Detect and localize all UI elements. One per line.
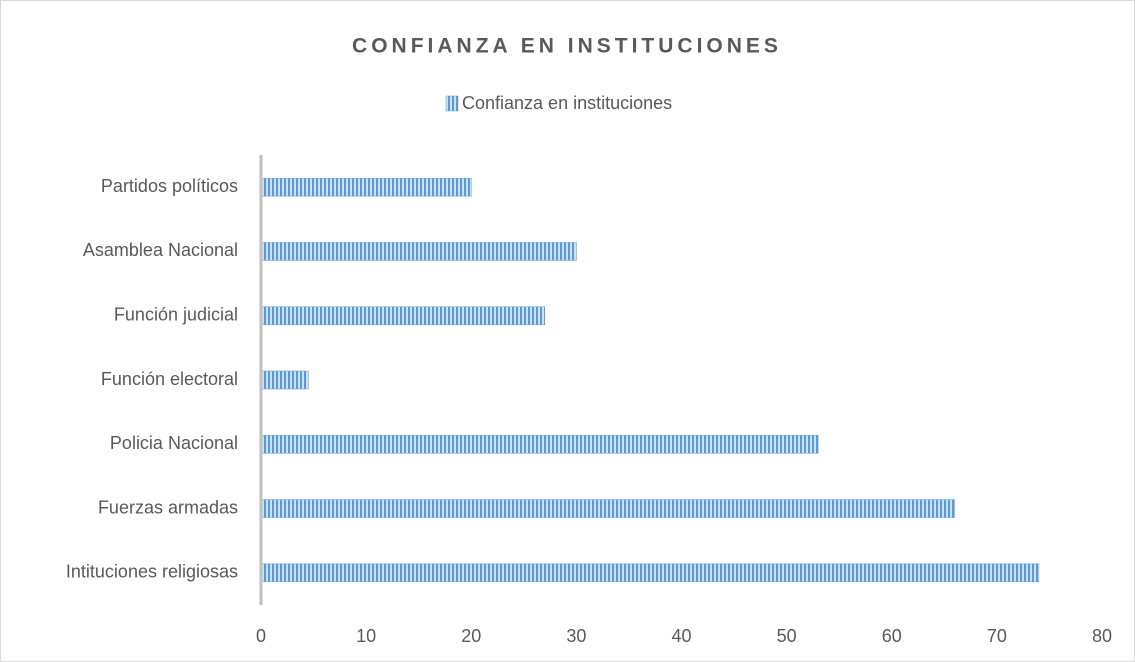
y-tick-label: Intituciones religiosas xyxy=(66,562,238,582)
x-tick-label: 40 xyxy=(671,626,691,646)
x-tick-label: 50 xyxy=(777,626,797,646)
bar xyxy=(260,306,546,325)
legend-swatch xyxy=(445,95,459,112)
y-tick-label: Asamblea Nacional xyxy=(83,240,238,260)
x-tick-label: 70 xyxy=(987,626,1007,646)
x-tick-label: 0 xyxy=(256,626,266,646)
bar xyxy=(260,435,819,454)
x-tick-label: 10 xyxy=(356,626,376,646)
bar xyxy=(260,177,472,197)
bar xyxy=(260,499,956,518)
y-tick-label: Función judicial xyxy=(114,304,238,324)
y-tick-label: Policia Nacional xyxy=(110,433,238,453)
y-tick-label: Función electoral xyxy=(101,369,238,389)
legend-label: Confianza en instituciones xyxy=(462,93,672,113)
bar xyxy=(260,563,1040,583)
x-tick-label: 60 xyxy=(882,626,902,646)
x-tick-label: 80 xyxy=(1092,626,1112,646)
bar xyxy=(260,242,577,261)
chart-title: CONFIANZA EN INSTITUCIONES xyxy=(352,35,782,58)
y-tick-label: Partidos políticos xyxy=(101,176,238,196)
x-tick-label: 30 xyxy=(566,626,586,646)
bar xyxy=(260,370,309,390)
x-tick-label: 20 xyxy=(461,626,481,646)
y-tick-label: Fuerzas armadas xyxy=(98,497,238,517)
